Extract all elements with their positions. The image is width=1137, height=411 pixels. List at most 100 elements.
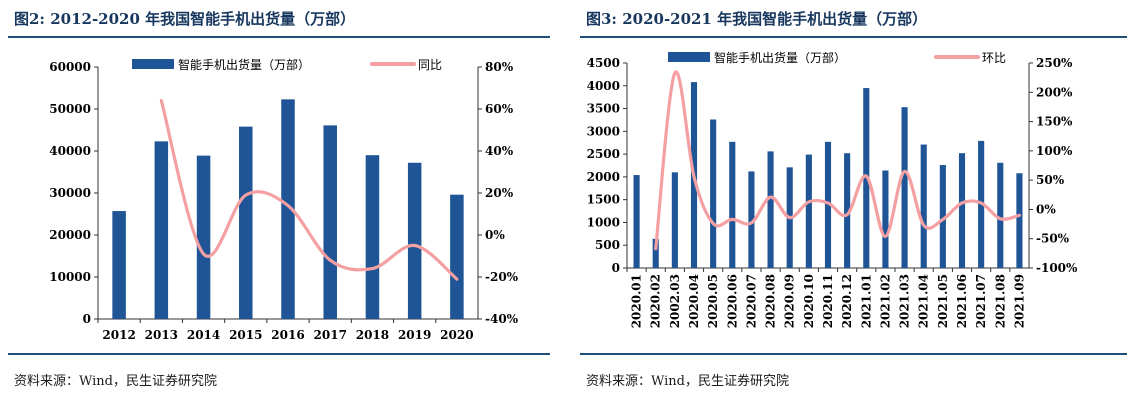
- title-rule: [8, 36, 550, 38]
- legend-label-line: 同比: [418, 58, 442, 72]
- y-tick-label-left: 3000: [587, 124, 620, 138]
- y-tick-label-left: 30000: [49, 186, 91, 200]
- series-line: [159, 99, 459, 281]
- chart-title: 图3: 2020-2021 年我国智能手机出货量（万部）: [586, 10, 928, 28]
- shipment-monthly-chart: 0 500 1000 1500 2000 2500 3000 3500 4000 4500 -100…: [587, 50, 1078, 328]
- legend-label-bar: 智能手机出货量（万部）: [714, 50, 846, 65]
- bar: [901, 107, 908, 268]
- shipment-yearly-chart: 0 10000 20000 30000 40000 50000 60000 -40% -20% 0…: [49, 57, 519, 342]
- x-tick-label: 2021.01: [859, 274, 873, 328]
- y-tick-label-right: -40%: [485, 312, 519, 326]
- bar: [710, 119, 717, 268]
- y-tick-label-left: 0: [612, 261, 620, 275]
- x-tick-label: 2021.08: [993, 274, 1007, 328]
- y-tick-label-left: 1000: [587, 215, 620, 229]
- y-tick-label-right: 80%: [485, 60, 514, 74]
- y-tick-label-left: 2500: [587, 147, 620, 161]
- x-tick-label: 2021.09: [1012, 274, 1026, 328]
- x-tick-label: 2020.12: [840, 274, 854, 328]
- chart-panel-left: 图2: 2012-2020 年我国智能手机出货量（万部） 0 10000 20000…: [0, 0, 560, 411]
- bar: [729, 141, 736, 268]
- legend-swatch-bar: [668, 52, 710, 62]
- y-tick-label-right: 0%: [485, 228, 505, 242]
- source-rule: [8, 353, 550, 355]
- chart-title: 图2: 2012-2020 年我国智能手机出货量（万部）: [14, 10, 356, 28]
- y-tick-label-right: 60%: [485, 102, 514, 116]
- x-tick-label: 2014: [187, 328, 220, 342]
- y-tick-label-left: 40000: [49, 144, 91, 158]
- x-tick-label: 2020.09: [783, 274, 797, 328]
- legend-label-line: 环比: [982, 51, 1006, 65]
- title-rule: [580, 36, 1127, 38]
- bar: [323, 125, 337, 319]
- x-tick-label: 2021.04: [917, 274, 931, 328]
- y-tick-label-right: 200%: [1036, 85, 1073, 99]
- x-tick-label: 2021.07: [974, 274, 988, 328]
- y-tick-label-left: 10000: [49, 270, 91, 284]
- bar: [1016, 173, 1023, 268]
- x-tick-label: 2017: [314, 328, 347, 342]
- y-tick-label-left: 2000: [587, 170, 620, 184]
- bar: [652, 238, 659, 268]
- y-tick-label-left: 0: [83, 312, 91, 326]
- y-tick-label-right: 250%: [1036, 56, 1073, 70]
- bar: [844, 153, 851, 268]
- bar: [154, 141, 169, 319]
- x-tick-label: 2020.10: [802, 274, 816, 328]
- y-tick-label-right: 0%: [1036, 202, 1056, 216]
- y-tick-label-right: -50%: [1036, 232, 1070, 246]
- bar: [450, 194, 464, 319]
- y-tick-label-left: 3500: [587, 102, 620, 116]
- bar: [239, 126, 253, 319]
- y-tick-label-left: 50000: [49, 102, 91, 116]
- bar: [824, 141, 832, 268]
- y-tick-label-right: 100%: [1036, 144, 1073, 158]
- y-tick-label-left: 20000: [49, 228, 91, 242]
- x-tick-label: 2013: [145, 328, 178, 342]
- bar: [671, 172, 678, 268]
- bar: [633, 175, 640, 268]
- x-tick-label: 2002.03: [668, 274, 682, 328]
- bar: [767, 151, 774, 268]
- bar: [365, 155, 380, 319]
- source-note: 资料来源：Wind，民生证券研究院: [586, 374, 789, 389]
- y-tick-label-right: 50%: [1036, 173, 1065, 187]
- bar: [997, 162, 1004, 268]
- bar: [196, 155, 211, 319]
- x-tick-label: 2020.08: [764, 274, 778, 328]
- x-tick-label: 2020.07: [744, 274, 758, 328]
- bar: [112, 211, 126, 319]
- x-tick-label: 2021.02: [878, 274, 892, 328]
- legend-swatch-bar: [132, 59, 174, 69]
- x-tick-label: 2021.06: [955, 274, 969, 328]
- x-tick-label: 2021.05: [936, 274, 950, 328]
- source-note: 资料来源：Wind，民生证券研究院: [14, 374, 217, 389]
- bar: [958, 153, 966, 268]
- x-tick-label: 2015: [229, 328, 262, 342]
- bar: [805, 154, 812, 268]
- y-tick-label-left: 4000: [587, 79, 620, 93]
- x-tick-label: 2020.05: [706, 274, 720, 328]
- y-tick-label-right: -100%: [1036, 261, 1078, 275]
- y-tick-label-right: 20%: [485, 186, 514, 200]
- x-tick-label: 2020.04: [687, 274, 701, 328]
- bar: [281, 99, 295, 319]
- y-tick-label-left: 60000: [49, 60, 91, 74]
- chart-panel-right: 图3: 2020-2021 年我国智能手机出货量（万部） 0 500 1000 150…: [572, 0, 1137, 411]
- x-tick-label: 2020.02: [649, 274, 663, 328]
- y-tick-label-right: -20%: [485, 270, 519, 284]
- bar: [882, 170, 889, 268]
- x-tick-label: 2012: [102, 328, 135, 342]
- legend-label-bar: 智能手机出货量（万部）: [178, 57, 310, 72]
- series-line: [654, 70, 1022, 251]
- x-tick-label: 2019: [398, 328, 431, 342]
- y-tick-label-left: 1500: [587, 193, 620, 207]
- y-tick-label-left: 4500: [587, 56, 620, 70]
- bar: [920, 144, 927, 268]
- x-tick-label: 2018: [356, 328, 389, 342]
- source-rule: [580, 353, 1127, 355]
- x-tick-label: 2021.03: [898, 274, 912, 328]
- bar: [939, 165, 946, 268]
- x-tick-label: 2016: [271, 328, 304, 342]
- y-tick-label-right: 40%: [485, 144, 514, 158]
